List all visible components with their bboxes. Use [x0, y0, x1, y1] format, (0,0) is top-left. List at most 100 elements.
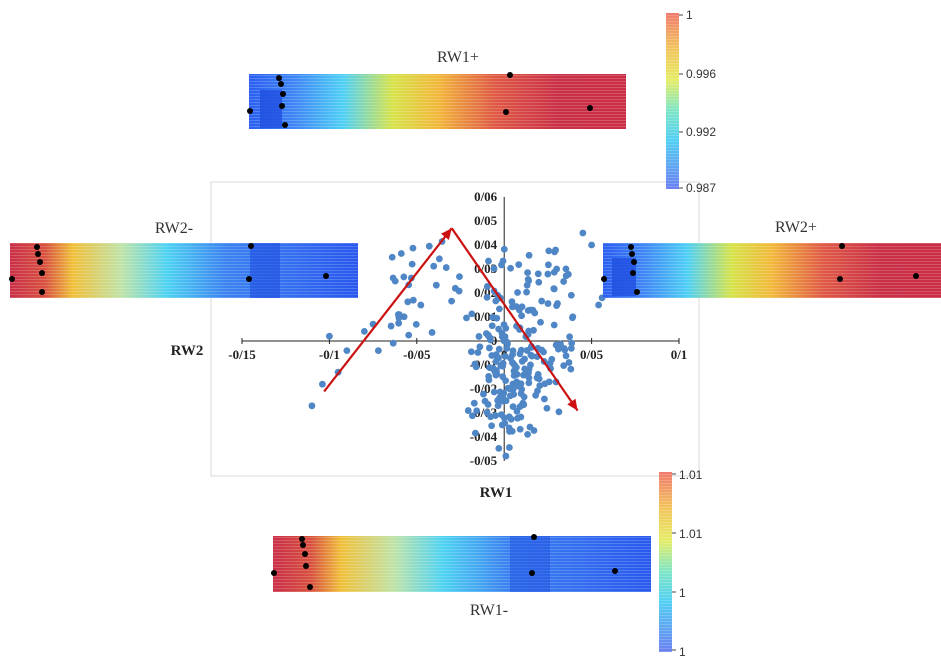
data-point — [516, 350, 524, 358]
data-point — [553, 302, 560, 310]
data-point — [471, 429, 479, 437]
data-point — [579, 229, 587, 237]
data-point — [435, 255, 443, 263]
data-point — [495, 345, 503, 353]
heatmap-rw1-minus: RW1- — [271, 534, 651, 619]
data-point — [499, 392, 507, 400]
data-point — [485, 344, 493, 352]
data-point — [588, 241, 595, 249]
data-point — [595, 301, 602, 309]
trajectory-arrows — [323, 227, 579, 412]
data-point — [550, 321, 558, 329]
data-point — [467, 348, 475, 356]
data-point — [527, 306, 534, 314]
data-point — [499, 373, 507, 381]
x-tick-label: 0/1 — [671, 347, 688, 362]
heatmap-title: RW2+ — [775, 219, 817, 236]
x-tick-label: -0/05 — [403, 347, 431, 362]
data-point — [512, 303, 520, 310]
data-point — [374, 347, 382, 354]
data-point — [567, 291, 575, 299]
data-point — [551, 248, 558, 256]
data-point — [530, 427, 538, 434]
x-tick-label: 0/05 — [580, 347, 604, 362]
data-point — [495, 444, 503, 452]
plot-area — [210, 181, 700, 477]
data-point — [463, 314, 470, 322]
data-point — [555, 408, 563, 416]
data-point — [507, 415, 515, 423]
data-point — [514, 289, 521, 296]
data-point — [503, 344, 511, 352]
data-point — [523, 288, 530, 296]
y-tick-label: 0/05 — [474, 213, 498, 228]
x-tick-label: -0/15 — [228, 347, 256, 362]
data-point — [485, 257, 492, 265]
data-point — [516, 425, 524, 433]
data-point — [500, 337, 508, 345]
data-point — [525, 251, 533, 259]
data-point — [543, 404, 551, 412]
data-point — [524, 269, 531, 277]
data-point — [456, 273, 463, 281]
data-point — [395, 319, 403, 327]
data-point — [409, 296, 417, 304]
heatmap-title: RW1+ — [437, 49, 479, 66]
data-point — [488, 422, 496, 430]
data-point — [417, 301, 425, 309]
data-point — [540, 395, 548, 403]
data-point — [560, 362, 568, 369]
data-point — [388, 253, 396, 261]
colorbar-bottom: 1.01 1.01 1 1 — [659, 468, 703, 659]
data-point — [497, 411, 505, 418]
data-point — [490, 265, 498, 272]
data-point — [471, 360, 479, 368]
data-point — [490, 388, 498, 396]
data-point — [569, 313, 577, 321]
data-point — [501, 419, 509, 427]
y-tick-label: 0/06 — [474, 189, 498, 204]
x-tick-label: -0/1 — [319, 347, 340, 362]
heatmap-rw1-plus: RW1+ — [247, 49, 626, 129]
data-point — [513, 407, 521, 415]
data-point — [492, 371, 500, 379]
data-point — [505, 444, 513, 451]
data-point — [560, 278, 568, 285]
data-point — [506, 392, 514, 400]
data-point — [391, 277, 399, 285]
data-point — [538, 297, 546, 305]
data-point — [535, 278, 543, 286]
colorbar-tick: 1.01 — [679, 527, 703, 541]
data-point — [481, 397, 489, 405]
colorbar-stripes — [659, 472, 672, 652]
heatmap-block — [250, 243, 280, 298]
heatmap-rw2-plus: RW2+ — [601, 219, 941, 298]
data-point — [507, 354, 514, 362]
heatmap-block — [612, 258, 636, 296]
data-point — [502, 324, 510, 332]
x-axis-label: RW1 — [480, 485, 513, 501]
heatmap-title: RW2- — [155, 220, 193, 237]
data-point — [520, 401, 528, 408]
data-point — [360, 328, 368, 335]
data-point — [494, 354, 502, 362]
data-point — [544, 261, 552, 269]
data-point — [485, 331, 492, 339]
data-point — [470, 399, 478, 407]
data-point — [562, 352, 570, 360]
data-point — [412, 320, 420, 328]
y-tick-label: 0/03 — [474, 261, 498, 276]
data-point — [567, 365, 575, 373]
scatter-chart: -0/15 -0/1 -0/05 0 0/05 0/1 0/06 0/05 0/04 0/03 0… — [171, 181, 700, 501]
data-point — [537, 318, 544, 326]
colorbar-top: 1 0.996 0.992 0.987 — [666, 8, 716, 195]
data-point — [428, 329, 436, 336]
data-point — [562, 265, 570, 273]
data-point — [502, 452, 510, 460]
data-point — [527, 351, 535, 359]
data-point — [400, 273, 408, 281]
data-point — [525, 365, 533, 373]
data-point — [488, 322, 496, 330]
data-point — [510, 372, 518, 379]
data-point — [544, 300, 552, 307]
